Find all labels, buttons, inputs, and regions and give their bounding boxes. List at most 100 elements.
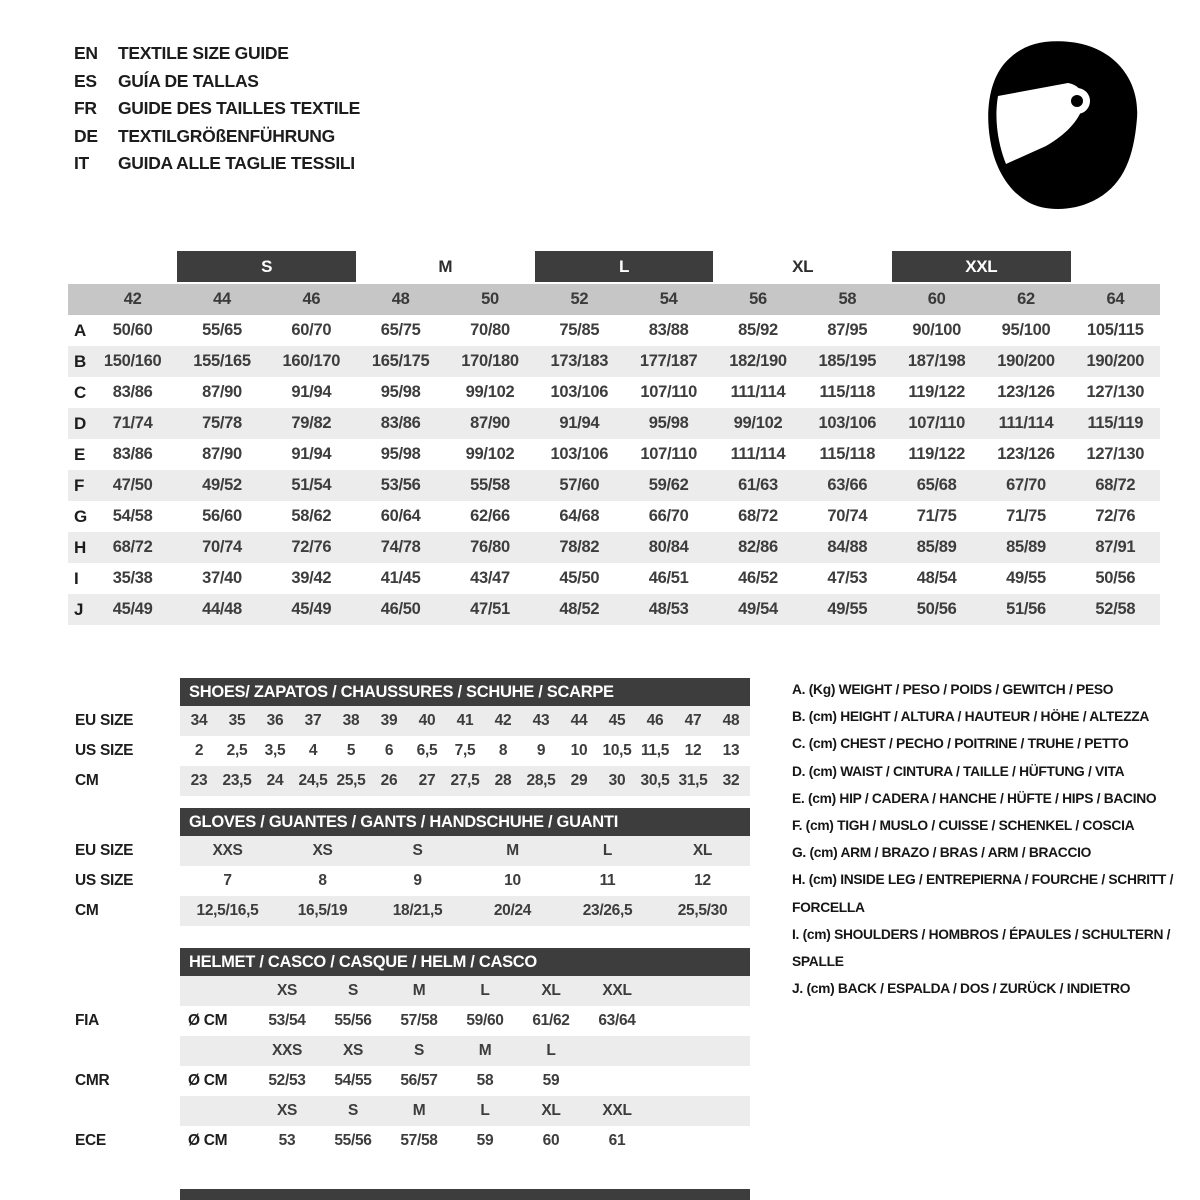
legend-item: G. (cm) ARM / BRAZO / BRAS / ARM / BRACC… [792,845,1092,861]
size-value: 95/100 [1001,321,1051,339]
column-header: 62 [1017,290,1035,308]
diameter-label: Ø CM [188,1132,228,1149]
size-value: 50/60 [112,321,153,339]
row-label [68,1036,180,1066]
diameter-spacer [180,976,254,1006]
value-cell: 40 [418,712,436,729]
size-value: 90/100 [912,321,961,339]
helmet-sizes: XS S M L XL XXL [180,976,750,1006]
size-value: 72/76 [291,538,332,556]
size-value: 190/200 [1086,352,1145,370]
language-title: GUÍA DE TALLAS [118,70,259,91]
size-row: E 83/86 87/90 91/94 95/98 99/102 103/106 107/11… [68,439,1160,470]
size-value: 54/58 [112,507,153,525]
size-value: 47/53 [827,569,868,587]
value-cell: 24 [266,772,284,789]
size-value: 76/80 [470,538,510,556]
size-value: 67/70 [1006,476,1046,494]
size-value: 37/40 [202,569,242,587]
value-cell: 26 [380,772,398,789]
row-label: ECE [75,1132,106,1149]
size-value: 66/70 [648,507,689,525]
helmet-value: 59/60 [466,1012,504,1029]
shoes-rows: EU SIZE 34 35 36 37 38 39 40 41 42 43 44 45 46 47 48 US … [68,706,750,796]
helmet-size: XS [276,982,298,999]
size-value: 70/74 [827,507,868,525]
row-label [68,1096,180,1126]
size-value: 107/110 [908,414,965,432]
size-value: 170/180 [461,352,519,370]
value-cell: 32 [722,772,740,789]
language-row: FR GUIDE DES TAILLES TEXTILE [74,95,360,123]
size-value: 79/82 [291,414,332,432]
row-values: 23 23,5 24 24,5 25,5 26 27 27,5 28 28,5 29 30 30,5 31… [180,766,750,796]
size-value: 91/94 [559,414,600,432]
helmet-value: 56/57 [400,1072,438,1089]
value-cell: 46 [646,712,664,729]
size-band-row: S M L XL XXL [68,251,1160,282]
helmet-value: 57/58 [400,1132,438,1149]
value-cell: 23 [190,772,208,789]
value-cell: 8 [498,742,508,759]
legend-item: H. (cm) INSIDE LEG / ENTREPIERNA / FOURC… [792,872,1174,915]
size-row: I 35/38 37/40 39/42 41/45 43/47 45/50 46/51 46/5… [68,563,1160,594]
helmet-size: L [480,982,490,999]
row-label: CMR [75,1072,110,1089]
helmet-sizes: XXS XS S M L [180,1036,750,1066]
value-cell: M [506,842,519,859]
value-cell: 34 [190,712,208,729]
size-value: 95/98 [648,414,689,432]
size-value: 85/89 [916,538,957,556]
helmet-header: HELMET / CASCO / CASQUE / HELM / CASCO [180,948,750,976]
helmet-size: S [347,982,359,999]
size-value: 46/50 [380,600,421,618]
size-value: 111/114 [730,445,786,463]
value-cell: XS [312,842,333,859]
row-letter: A [74,320,86,340]
value-cell: 5 [346,742,356,759]
size-value: 52/58 [1095,600,1136,618]
size-value: 75/85 [559,321,600,339]
size-value: 87/91 [1095,538,1136,556]
section-row: CM 23 23,5 24 24,5 25,5 26 27 27,5 28 28,5 29 30 30,5… [68,766,750,796]
value-cell: 12,5/16,5 [196,902,259,919]
size-value: 173/183 [550,352,609,370]
size-value: 68/72 [1095,476,1136,494]
size-value: 103/106 [550,445,609,463]
size-value: 71/74 [112,414,153,432]
legend-item: J. (cm) BACK / ESPALDA / DOS / ZURÜCK / … [792,981,1131,997]
helmet-size: XS [342,1042,364,1059]
column-header: 46 [302,290,321,308]
size-band-m: M [438,256,453,276]
value-cell: 27,5 [450,772,480,789]
value-cell: 6,5 [416,742,438,759]
measurement-table: A 50/60 55/65 60/70 65/75 70/80 75/85 83/88 85/9… [68,315,1160,625]
helmet-icon [988,41,1138,209]
helmet-values: Ø CM 53/54 55/56 57/58 59/60 61/62 63/64 [180,1006,750,1036]
size-value: 68/72 [738,507,778,525]
legend-item: B. (cm) HEIGHT / ALTURA / HAUTEUR / HÖHE… [792,709,1149,725]
helmet-values: Ø CM 53 55/56 57/58 59 60 61 [180,1126,750,1156]
size-value: 53/56 [380,476,421,494]
size-value: 115/118 [819,445,876,463]
size-value: 48/53 [648,600,689,618]
size-value: 75/78 [202,414,242,432]
value-cell: 8 [318,872,327,889]
legend-item: C. (cm) CHEST / PECHO / POITRINE / TRUHE… [792,736,1129,752]
helmet-value: 53 [278,1132,296,1149]
size-value: 85/92 [738,321,778,339]
row-label [68,976,180,1006]
size-row: A 50/60 55/65 60/70 65/75 70/80 75/85 83/88 85/9… [68,315,1160,346]
gloves-header: GLOVES / GUANTES / GANTS / HANDSCHUHE / … [180,808,750,836]
size-row: C 83/86 87/90 91/94 95/98 99/102 103/106 107/11… [68,377,1160,408]
size-value: 55/65 [202,321,242,339]
row-values: 12,5/16,5 16,5/19 18/21,5 20/24 23/26,5 25,5/… [180,896,750,926]
size-value: 177/187 [639,352,698,370]
size-value: 47/50 [112,476,153,494]
row-label: US SIZE [75,742,134,759]
size-value: 51/54 [291,476,332,494]
size-band-xl: XL [792,256,814,276]
helmet-size: L [480,1102,490,1119]
gloves-section: GLOVES / GUANTES / GANTS / HANDSCHUHE / … [68,808,750,926]
size-value: 87/90 [202,383,242,401]
